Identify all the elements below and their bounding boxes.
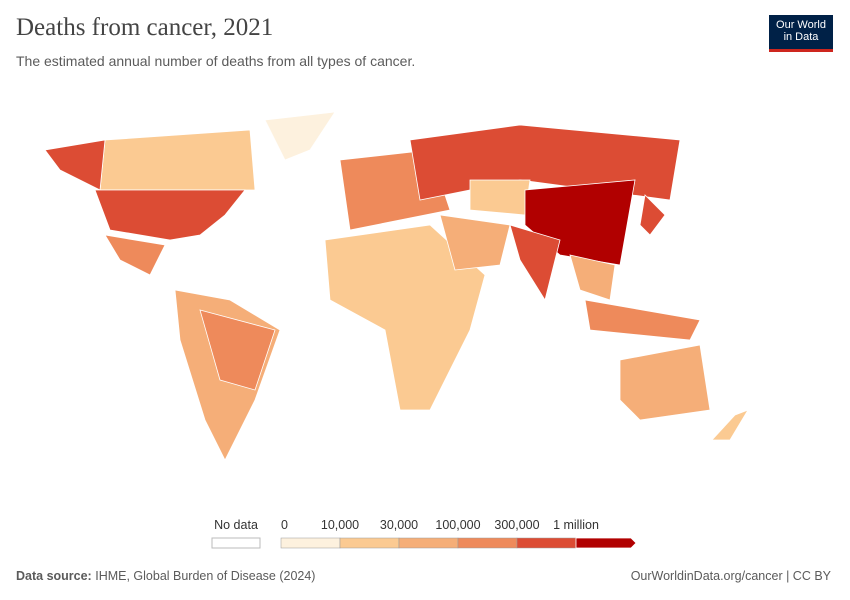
country: [264, 111, 336, 161]
no-data-swatch: [211, 537, 261, 549]
country: [584, 299, 701, 341]
source-label: Data source:: [16, 569, 92, 583]
logo-line: in Data: [783, 31, 819, 43]
subtitle: The estimated annual number of deaths fr…: [16, 53, 416, 69]
country: [439, 214, 511, 271]
legend-label: 10,000: [321, 518, 359, 532]
legend-label: 0: [281, 518, 288, 532]
legend: 0 10,000 30,000 100,000 300,000 1 million: [280, 518, 637, 549]
legend-swatch: [516, 537, 577, 549]
country: [509, 224, 561, 302]
legend-swatch: [339, 537, 400, 549]
legend-swatch: [398, 537, 459, 549]
legend-swatch: [280, 537, 341, 549]
legend-label: 30,000: [380, 518, 418, 532]
country: [99, 129, 256, 191]
country: [639, 194, 666, 236]
source: Data source: IHME, Global Burden of Dise…: [16, 569, 315, 583]
country: [619, 344, 711, 421]
map: No data 0 10,000 30,000 100,000 300,000 1 mil…: [44, 111, 749, 549]
legend-label: 1 million: [553, 518, 599, 532]
country: [104, 234, 166, 276]
legend-label: 300,000: [494, 518, 539, 532]
logo-line: Our World: [776, 19, 826, 31]
title: Deaths from cancer, 2021: [16, 14, 274, 41]
legend-label: 100,000: [435, 518, 480, 532]
legend-swatch: [575, 537, 637, 549]
source-text: IHME, Global Burden of Disease (2024): [95, 569, 316, 583]
country: [94, 189, 246, 241]
countries: [44, 111, 749, 461]
legend-label: No data: [214, 518, 258, 532]
country: [199, 309, 276, 391]
legend-swatch: [457, 537, 518, 549]
url[interactable]: OurWorldinData.org/cancer | CC BY: [630, 569, 831, 583]
country: [569, 254, 616, 301]
country: [469, 179, 531, 216]
country: [711, 409, 749, 441]
country: [44, 139, 106, 191]
logo[interactable]: Our World in Data: [769, 15, 833, 52]
